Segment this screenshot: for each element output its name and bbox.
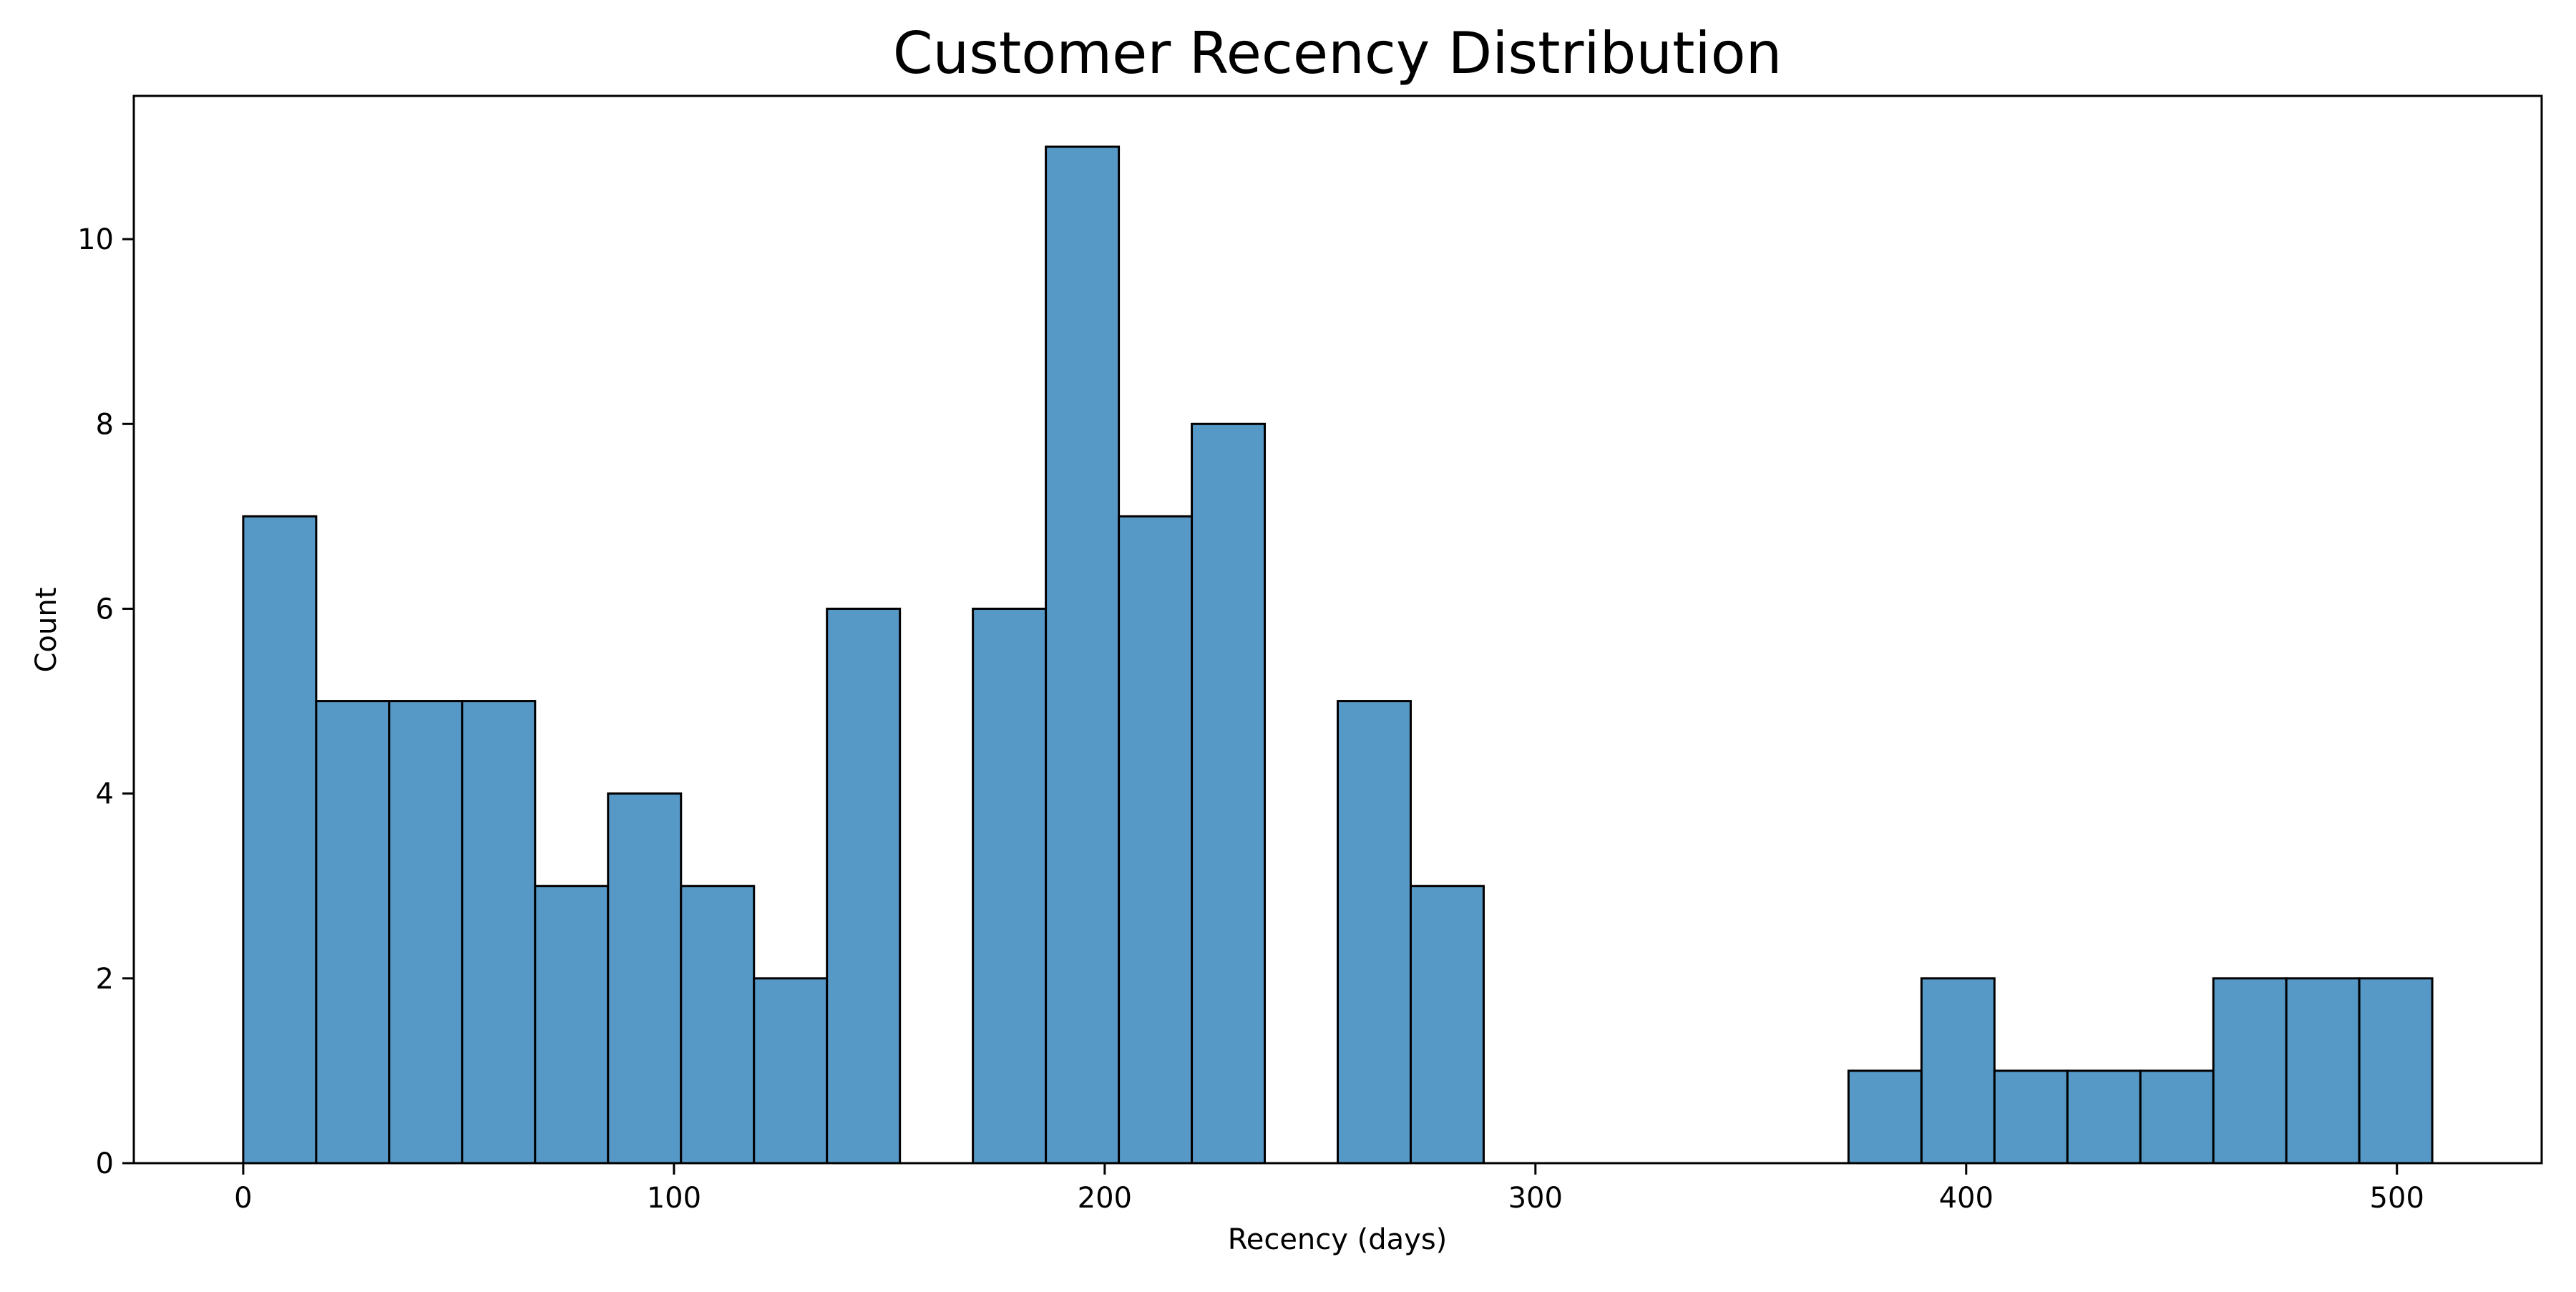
x-axis-label: Recency (days) [1228, 1223, 1448, 1256]
histogram-bar [1191, 422, 1267, 1165]
x-axis-ticks: 0 100 200 300 400 500 [234, 1163, 2424, 1215]
bars-group [242, 145, 2434, 1165]
histogram-bar [1847, 1069, 1923, 1165]
histogram-bar [1920, 977, 1996, 1165]
histogram-bar [2139, 1069, 2215, 1165]
x-tick-label: 100 [647, 1182, 701, 1215]
histogram-bar [1409, 885, 1485, 1165]
histogram-bar [1337, 700, 1412, 1165]
histogram-bar [680, 885, 756, 1165]
x-tick-label: 0 [234, 1182, 252, 1215]
histogram-bar [2212, 977, 2288, 1165]
x-tick-label: 200 [1078, 1182, 1132, 1215]
y-tick-label: 10 [77, 223, 114, 256]
histogram-bar [388, 700, 464, 1165]
y-tick-label: 2 [96, 963, 114, 996]
x-tick-label: 300 [1508, 1182, 1563, 1215]
histogram-bar [2066, 1069, 2142, 1165]
histogram-bar [534, 885, 610, 1165]
y-tick-label: 8 [96, 408, 114, 441]
histogram-bar [315, 700, 391, 1165]
histogram-bar [972, 607, 1048, 1165]
histogram-bar [1993, 1069, 2069, 1165]
y-axis-label: Count [30, 588, 63, 673]
y-tick-label: 6 [96, 593, 114, 626]
histogram-bar [2285, 977, 2361, 1165]
chart-title: Customer Recency Distribution [893, 20, 1782, 87]
x-tick-label: 500 [2370, 1182, 2424, 1215]
y-tick-label: 0 [96, 1147, 114, 1180]
y-tick-label: 4 [96, 778, 114, 811]
histogram-bar [753, 977, 829, 1165]
histogram-bar [1045, 145, 1121, 1165]
histogram-bar [2358, 977, 2434, 1165]
plot-frame [132, 94, 2543, 1165]
y-axis-ticks: 0 2 4 6 8 10 [77, 223, 134, 1180]
histogram-bar [607, 792, 683, 1165]
histogram-bar [242, 515, 318, 1165]
histogram-bar [461, 700, 537, 1165]
x-tick-label: 400 [1939, 1182, 1994, 1215]
histogram-bar [1118, 515, 1194, 1165]
histogram-bar [826, 607, 902, 1165]
